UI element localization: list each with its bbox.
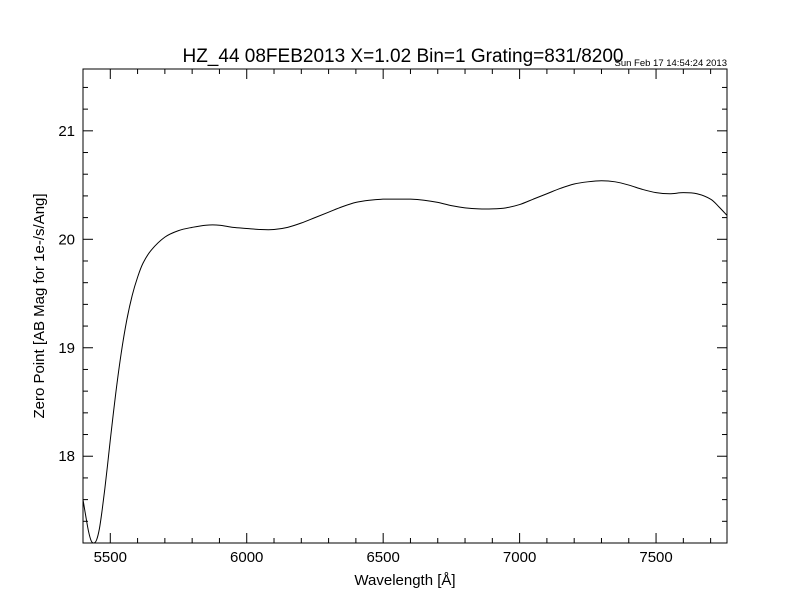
x-tick-label: 5500 bbox=[94, 549, 127, 566]
chart-title: HZ_44 08FEB2013 X=1.02 Bin=1 Grating=831… bbox=[182, 46, 623, 67]
axis-ticks bbox=[82, 69, 727, 544]
series-line bbox=[82, 180, 728, 544]
y-axis-label: Zero Point [AB Mag for 1e-/s/Ang] bbox=[31, 193, 48, 418]
timestamp-label: Sun Feb 17 14:54:24 2013 bbox=[614, 58, 727, 69]
x-tick-label: 6000 bbox=[230, 549, 263, 566]
y-tick-label: 19 bbox=[58, 340, 75, 357]
x-tick-label: 6500 bbox=[366, 549, 399, 566]
tick-labels: 5500 6000 6500 7000 7500 18 19 20 21 bbox=[58, 123, 672, 566]
x-tick-label: 7000 bbox=[503, 549, 536, 566]
x-axis-label: Wavelength [Å] bbox=[354, 572, 455, 589]
x-tick-label: 7500 bbox=[639, 549, 672, 566]
y-tick-label: 18 bbox=[58, 448, 75, 465]
series-layer bbox=[82, 180, 728, 544]
y-tick-label: 20 bbox=[58, 231, 75, 248]
plot-frame bbox=[82, 68, 728, 544]
y-tick-label: 21 bbox=[58, 123, 75, 140]
